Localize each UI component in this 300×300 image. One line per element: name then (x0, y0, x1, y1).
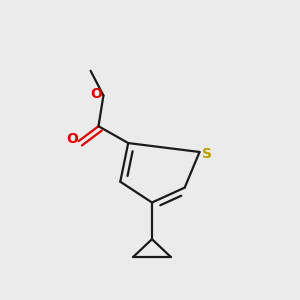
Text: O: O (91, 86, 102, 100)
Text: O: O (66, 132, 78, 146)
Text: S: S (202, 147, 212, 161)
